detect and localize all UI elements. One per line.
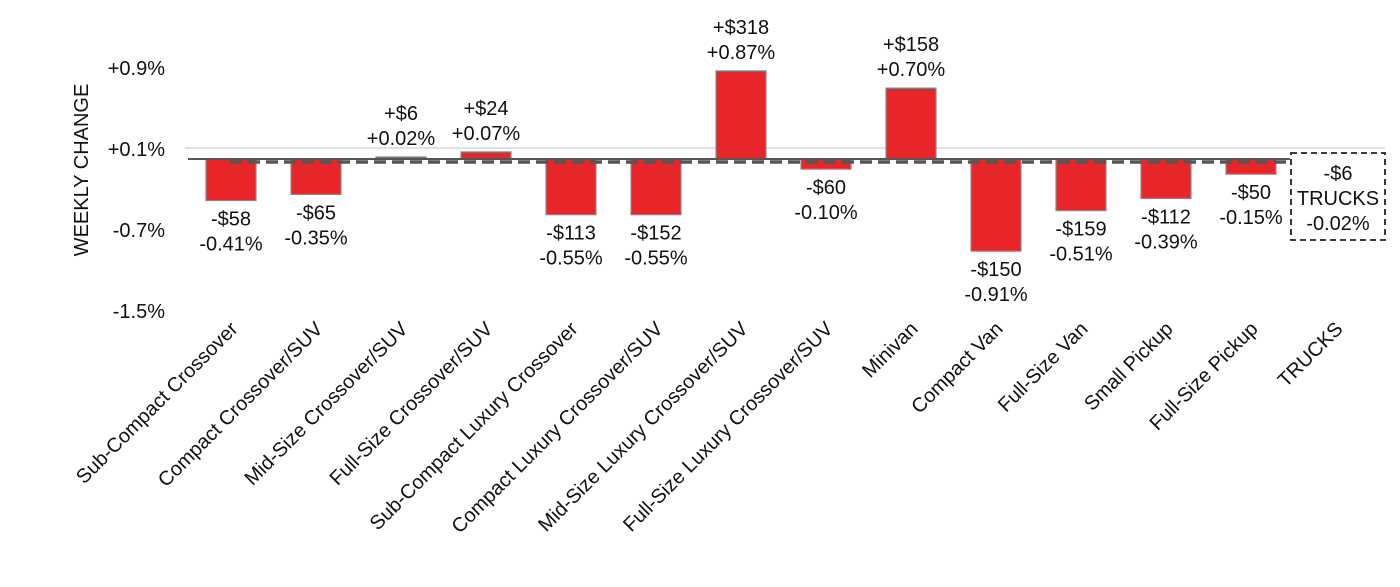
bar-dollar-label: -$150 <box>970 259 1021 281</box>
x-tick-label: Compact Crossover/SUV <box>154 318 328 492</box>
bar-percent-label: -0.55% <box>539 248 603 270</box>
bar <box>1055 158 1107 212</box>
bar <box>1140 158 1192 200</box>
bar <box>460 151 512 160</box>
bar-dollar-label: -$152 <box>630 223 681 245</box>
trucks-average-dollar: -$6 <box>1324 163 1353 185</box>
bar <box>970 158 1022 252</box>
y-tick-label: -1.5% <box>113 301 165 323</box>
bar <box>205 158 257 202</box>
bar-percent-label: -0.39% <box>1134 231 1198 253</box>
bar-dollar-label: +$6 <box>384 103 418 125</box>
bar <box>630 158 682 216</box>
bar-dollar-label: -$50 <box>1231 182 1271 204</box>
bar-dollar-label: -$60 <box>806 177 846 199</box>
y-tick-label: +0.9% <box>108 58 165 80</box>
bar-dollar-label: +$24 <box>463 98 508 120</box>
x-tick-label: Compact Van <box>907 318 1007 418</box>
bar-dollar-label: -$65 <box>296 202 336 224</box>
y-tick-label: -0.7% <box>113 220 165 242</box>
bar-dollar-label: -$58 <box>211 209 251 231</box>
bar-dollar-label: -$113 <box>546 223 596 245</box>
y-axis-label: WEEKLY CHANGE <box>71 84 93 257</box>
trucks-average-name: TRUCKS <box>1297 188 1379 210</box>
bar-dollar-label: +$318 <box>713 17 769 39</box>
bar-percent-label: +0.70% <box>877 59 946 81</box>
bar-percent-label: -0.10% <box>794 202 858 224</box>
bar-dollar-label: -$112 <box>1141 206 1191 228</box>
bar-percent-label: -0.15% <box>1219 207 1283 229</box>
y-tick-label: +0.1% <box>108 139 165 161</box>
x-tick-label: TRUCKS <box>1274 318 1348 392</box>
bar-percent-label: -0.35% <box>284 227 348 249</box>
bar-dollar-label: -$159 <box>1055 219 1106 241</box>
x-tick-label: Full-Size Van <box>994 318 1093 417</box>
bar-percent-label: -0.55% <box>624 248 688 270</box>
bar-percent-label: +0.02% <box>367 128 436 150</box>
trucks-average-percent: -0.02% <box>1306 213 1370 235</box>
bar-percent-label: -0.41% <box>199 234 263 256</box>
trucks-average-box: -$6 TRUCKS -0.02% <box>1290 152 1386 241</box>
bar <box>545 158 597 216</box>
x-tick-label: Minivan <box>858 318 922 382</box>
bar-dollar-label: +$158 <box>883 34 939 56</box>
bar <box>715 70 767 160</box>
bar-percent-label: +0.07% <box>452 123 521 145</box>
bar <box>1225 158 1277 175</box>
bar-percent-label: -0.91% <box>964 284 1028 306</box>
bar-percent-label: +0.87% <box>707 42 776 64</box>
x-tick-label: Sub-Compact Crossover <box>72 318 243 489</box>
x-tick-label: Full-Size Crossover/SUV <box>326 318 498 490</box>
bar <box>290 158 342 196</box>
x-tick-label: Mid-Size Crossover/SUV <box>241 318 413 490</box>
bar-percent-label: -0.51% <box>1049 244 1113 266</box>
bar <box>885 87 937 160</box>
